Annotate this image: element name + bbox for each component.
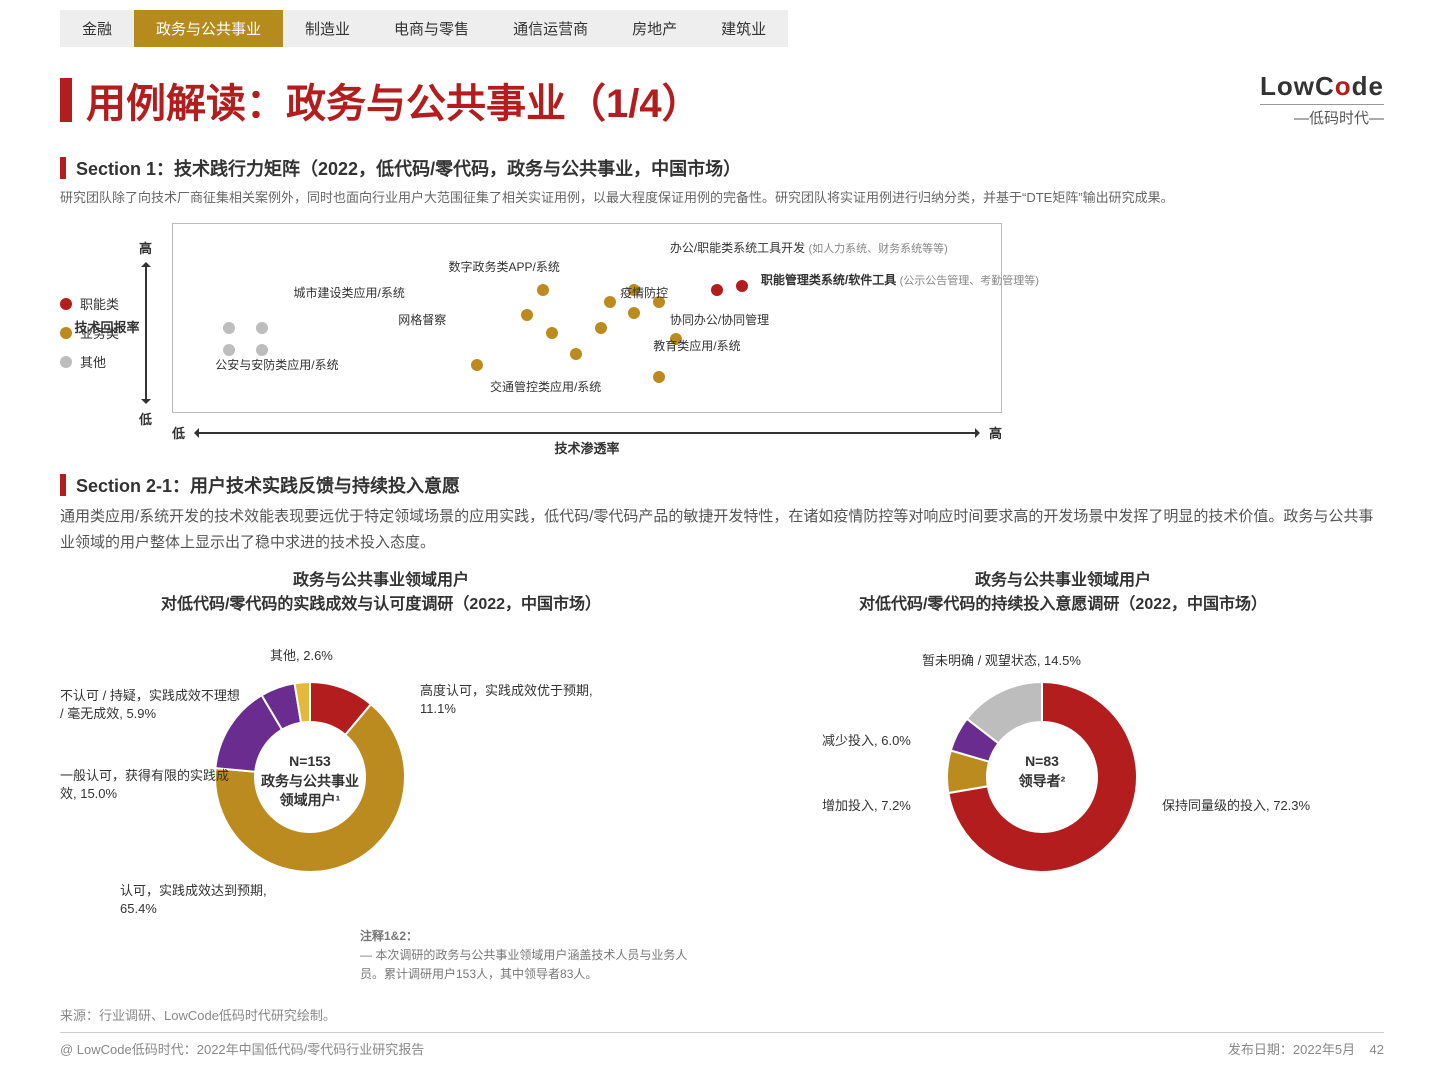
donut2-chart: N=83领导者² 保持同量级的投入, 72.3% 增加投入, 7.2% 减少投入, 6…: [742, 627, 1384, 927]
donut-label: 暂未明确 / 观望状态, 14.5%: [922, 652, 1081, 670]
donut-center: N=153政务与公共事业领域用户¹: [255, 752, 365, 811]
donut-footnote: 注释1&2： — 本次调研的政务与公共事业领域用户涵盖技术人员与业务人员。累计调…: [360, 927, 702, 985]
matrix-y-axis: 高 技术回报率 低: [139, 238, 152, 428]
section-accent-bar: [60, 157, 66, 179]
scatter-area: 数字政务类APP/系统城市建设类应用/系统网格督察公安与安防类应用/系统 疫情防控…: [172, 223, 1002, 413]
tab-bar: 金融政务与公共事业制造业电商与零售通信运营商房地产建筑业: [60, 10, 1384, 47]
tab-2[interactable]: 制造业: [283, 10, 372, 47]
source-line: 来源：行业调研、LowCode低码时代研究绘制。: [60, 1005, 1384, 1033]
donut-label: 高度认可，实践成效优于预期, 11.1%: [420, 682, 600, 718]
tab-1[interactable]: 政务与公共事业: [134, 10, 283, 47]
y-high: 高: [139, 238, 152, 257]
legend-dot: [60, 356, 72, 368]
donut-label: 认可，实践成效达到预期, 65.4%: [120, 882, 300, 918]
page-title: 用例解读：政务与公共事业（1/4）: [60, 71, 702, 129]
x-label: 技术渗透率: [555, 438, 620, 457]
footer-left: @ LowCode低码时代：2022年中国低代码/零代码行业研究报告: [60, 1039, 424, 1058]
scatter-point: [256, 344, 268, 356]
scatter-point: [628, 307, 640, 319]
footer: @ LowCode低码时代：2022年中国低代码/零代码行业研究报告 发布日期：…: [60, 1039, 1384, 1058]
page-title-text: 用例解读：政务与公共事业（1/4）: [86, 71, 702, 129]
y-label: 技术回报率: [75, 317, 140, 336]
scatter-point: [595, 322, 607, 334]
scatter-label: 公安与安防类应用/系统: [215, 356, 338, 373]
scatter-label: 网格督察: [398, 311, 446, 328]
legend-dot: [60, 298, 72, 310]
scatter-point: [537, 284, 549, 296]
tab-5[interactable]: 房地产: [610, 10, 699, 47]
donut2-block: 政务与公共事业领域用户 对低代码/零代码的持续投入意愿调研（2022，中国市场）…: [742, 569, 1384, 985]
page-number: 42: [1370, 1042, 1384, 1057]
y-arrow: [145, 263, 147, 403]
legend-item: 职能类: [60, 294, 119, 313]
donut-label: 其他, 2.6%: [270, 647, 333, 665]
donut-label: 一般认可，获得有限的实践成效, 15.0%: [60, 767, 240, 803]
scatter-point: [570, 348, 582, 360]
legend-item: 其他: [60, 352, 119, 371]
scatter-label: 职能管理类系统/软件工具 (公示公告管理、考勤管理等): [761, 271, 1039, 288]
donut-label: 保持同量级的投入, 72.3%: [1162, 797, 1310, 815]
donut-label: 减少投入, 6.0%: [822, 732, 911, 750]
tab-4[interactable]: 通信运营商: [491, 10, 610, 47]
scatter-point: [736, 280, 748, 292]
x-high: 高: [989, 423, 1002, 442]
scatter-label: 办公/职能类系统工具开发 (如人力系统、财务系统等等): [670, 239, 948, 256]
donut1-chart: N=153政务与公共事业领域用户¹ 高度认可，实践成效优于预期, 11.1% 认可，…: [60, 627, 702, 927]
scatter-point: [471, 359, 483, 371]
donut1-title: 政务与公共事业领域用户 对低代码/零代码的实践成效与认可度调研（2022，中国市…: [60, 569, 702, 617]
footer-right: 发布日期：2022年5月 42: [1228, 1039, 1384, 1058]
scatter-label: 城市建设类应用/系统: [294, 284, 405, 301]
section2-heading: Section 2-1：用户技术实践反馈与持续投入意愿: [60, 472, 1384, 498]
section-accent-bar: [60, 474, 66, 496]
donut-row: 政务与公共事业领域用户 对低代码/零代码的实践成效与认可度调研（2022，中国市…: [60, 569, 1384, 985]
title-accent-bar: [60, 78, 72, 122]
title-row: 用例解读：政务与公共事业（1/4） LowCode —低码时代—: [60, 71, 1384, 129]
tab-0[interactable]: 金融: [60, 10, 134, 47]
legend-dot: [60, 327, 72, 339]
scatter-point: [223, 344, 235, 356]
logo-line1: LowCode: [1260, 71, 1384, 102]
scatter-label: 疫情防控: [620, 284, 668, 301]
matrix-chart: 职能类业务类其他 高 技术回报率 低 数字政务类APP/系统城市建设类应用/系统…: [60, 223, 1384, 442]
scatter-label: 交通管控类应用/系统: [490, 378, 601, 395]
section2-heading-text: Section 2-1：用户技术实践反馈与持续投入意愿: [76, 472, 460, 498]
donut-label: 增加投入, 7.2%: [822, 797, 911, 815]
logo: LowCode —低码时代—: [1260, 71, 1384, 128]
section2-desc: 通用类应用/系统开发的技术效能表现要远优于特定领域场景的应用实践，低代码/零代码…: [60, 504, 1384, 555]
section1-heading-text: Section 1：技术践行力矩阵（2022，低代码/零代码，政务与公共事业，中…: [76, 155, 741, 181]
scatter-label: 协同办公/协同管理: [670, 311, 769, 328]
donut1-block: 政务与公共事业领域用户 对低代码/零代码的实践成效与认可度调研（2022，中国市…: [60, 569, 702, 985]
donut-center: N=83领导者²: [987, 752, 1097, 791]
matrix-x-axis: 低 技术渗透率 高: [172, 423, 1002, 442]
x-arrow: 技术渗透率: [195, 432, 979, 434]
tab-6[interactable]: 建筑业: [699, 10, 788, 47]
x-low: 低: [172, 423, 185, 442]
tab-3[interactable]: 电商与零售: [372, 10, 491, 47]
scatter-point: [223, 322, 235, 334]
scatter-point: [653, 371, 665, 383]
scatter-point: [521, 309, 533, 321]
donut-label: 不认可 / 持疑，实践成效不理想 / 毫无成效, 5.9%: [60, 687, 240, 723]
section1-desc: 研究团队除了向技术厂商征集相关案例外，同时也面向行业用户大范围征集了相关实证用例…: [60, 187, 1384, 209]
scatter-point: [711, 284, 723, 296]
scatter-label: 教育类应用/系统: [653, 337, 740, 354]
scatter-point: [256, 322, 268, 334]
scatter-point: [604, 296, 616, 308]
scatter-label: 数字政务类APP/系统: [449, 258, 560, 275]
section1-heading: Section 1：技术践行力矩阵（2022，低代码/零代码，政务与公共事业，中…: [60, 155, 1384, 181]
logo-line2: —低码时代—: [1260, 104, 1384, 128]
donut2-title: 政务与公共事业领域用户 对低代码/零代码的持续投入意愿调研（2022，中国市场）: [742, 569, 1384, 617]
y-low: 低: [139, 409, 152, 428]
scatter-point: [546, 327, 558, 339]
